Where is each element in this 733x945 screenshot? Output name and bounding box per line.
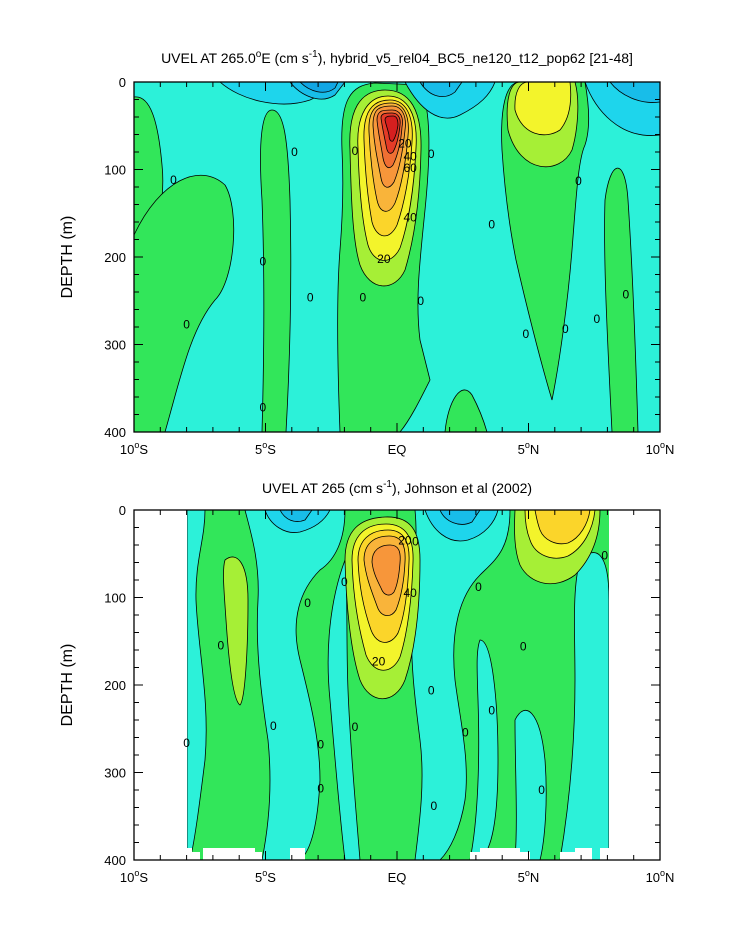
contour-label: 0 xyxy=(170,173,177,187)
x-tick-label: EQ xyxy=(388,442,407,457)
y-tick-label: 400 xyxy=(104,853,126,868)
panel-observations: UVEL AT 265 (cm s-1), Johnson et al (200… xyxy=(59,479,674,885)
contour-label: 20 xyxy=(398,136,412,150)
y-tick-label: 100 xyxy=(104,591,126,606)
contour-label: 20 xyxy=(372,654,386,668)
contour-label: 40 xyxy=(403,149,417,163)
y-axis-label: DEPTH (m) xyxy=(59,216,76,299)
x-tick-label: 10oN xyxy=(646,868,675,885)
contour-label: 0 xyxy=(601,549,608,563)
y-tick-label: 300 xyxy=(104,338,126,353)
contour-band xyxy=(260,109,292,432)
contour-label: 0 xyxy=(575,174,582,188)
y-tick-label: 200 xyxy=(104,678,126,693)
x-tick-label: 5oS xyxy=(255,868,276,885)
contour-label: 0 xyxy=(462,725,469,739)
contour-label: 40 xyxy=(403,586,417,600)
contour-band xyxy=(244,510,346,860)
contour-label: 0 xyxy=(412,535,419,549)
contour-label: 0 xyxy=(594,312,601,326)
contour-label: 0 xyxy=(417,294,424,308)
y-tick-label: 400 xyxy=(104,425,126,440)
contour-band xyxy=(559,552,609,860)
contour-band xyxy=(419,82,463,97)
x-tick-label: 10oS xyxy=(120,440,148,457)
contour-label: 0 xyxy=(352,720,359,734)
contour-label: 20 xyxy=(398,534,412,548)
x-tick-label: 5oN xyxy=(518,868,540,885)
x-tick-label: 5oS xyxy=(255,440,276,457)
contour-label: 0 xyxy=(183,317,190,331)
contour-label: 0 xyxy=(562,322,569,336)
contour-band xyxy=(134,174,235,432)
contour-label: 0 xyxy=(260,401,267,415)
contour-band xyxy=(534,510,591,545)
contour-band xyxy=(514,709,547,860)
y-tick-label: 100 xyxy=(104,163,126,178)
contour-label: 0 xyxy=(304,596,311,610)
contour-label: 60 xyxy=(403,161,417,175)
contour-band xyxy=(187,510,207,860)
contour-band xyxy=(609,82,660,103)
contour-label: 20 xyxy=(377,252,391,266)
y-tick-label: 0 xyxy=(119,75,126,90)
contour-label: 0 xyxy=(475,580,482,594)
y-axis-label: DEPTH (m) xyxy=(59,644,76,727)
contour-band xyxy=(327,559,361,860)
contour-label: 0 xyxy=(359,290,366,304)
contour-label: 0 xyxy=(488,703,495,717)
y-tick-label: 0 xyxy=(119,503,126,518)
contour-band xyxy=(279,510,313,522)
contour-band xyxy=(299,82,339,93)
y-tick-label: 300 xyxy=(104,766,126,781)
contour-label: 0 xyxy=(317,781,324,795)
contour-label: 0 xyxy=(538,783,545,797)
contour-label: 40 xyxy=(403,211,417,225)
no-data-mask xyxy=(187,848,609,860)
contour-label: 0 xyxy=(260,254,267,268)
contour-band xyxy=(371,544,401,596)
contour-label: 0 xyxy=(270,719,277,733)
contour-band xyxy=(223,556,249,706)
contour-label: 0 xyxy=(428,147,435,161)
contour-label: 0 xyxy=(307,290,314,304)
contour-label: 0 xyxy=(622,288,629,302)
contour-label: 0 xyxy=(430,799,437,813)
contour-label: 0 xyxy=(183,736,190,750)
contour-band xyxy=(424,510,499,542)
contour-label: 0 xyxy=(352,144,359,158)
contour-field xyxy=(187,510,609,860)
contour-label: 0 xyxy=(428,683,435,697)
contour-label: 0 xyxy=(217,639,224,653)
x-tick-label: 10oS xyxy=(120,868,148,885)
y-tick-label: 200 xyxy=(104,250,126,265)
contour-label: 0 xyxy=(341,575,348,589)
contour-label: 0 xyxy=(523,327,530,341)
x-tick-label: EQ xyxy=(388,870,407,885)
panel-model: UVEL AT 265.0oE (cm s-1), hybrid_v5_rel0… xyxy=(59,49,674,457)
contour-band xyxy=(604,167,639,432)
contour-band xyxy=(444,389,488,432)
panel-title: UVEL AT 265 (cm s-1), Johnson et al (200… xyxy=(262,479,532,496)
x-tick-label: 10oN xyxy=(646,440,675,457)
panel-title: UVEL AT 265.0oE (cm s-1), hybrid_v5_rel0… xyxy=(161,49,633,66)
contour-band xyxy=(514,82,572,136)
contour-label: 0 xyxy=(488,218,495,232)
contour-label: 0 xyxy=(520,640,527,654)
x-tick-label: 5oN xyxy=(518,440,540,457)
contour-label: 0 xyxy=(317,738,324,752)
contour-label: 0 xyxy=(291,145,298,159)
contour-field xyxy=(134,82,660,432)
contour-band xyxy=(384,115,399,142)
